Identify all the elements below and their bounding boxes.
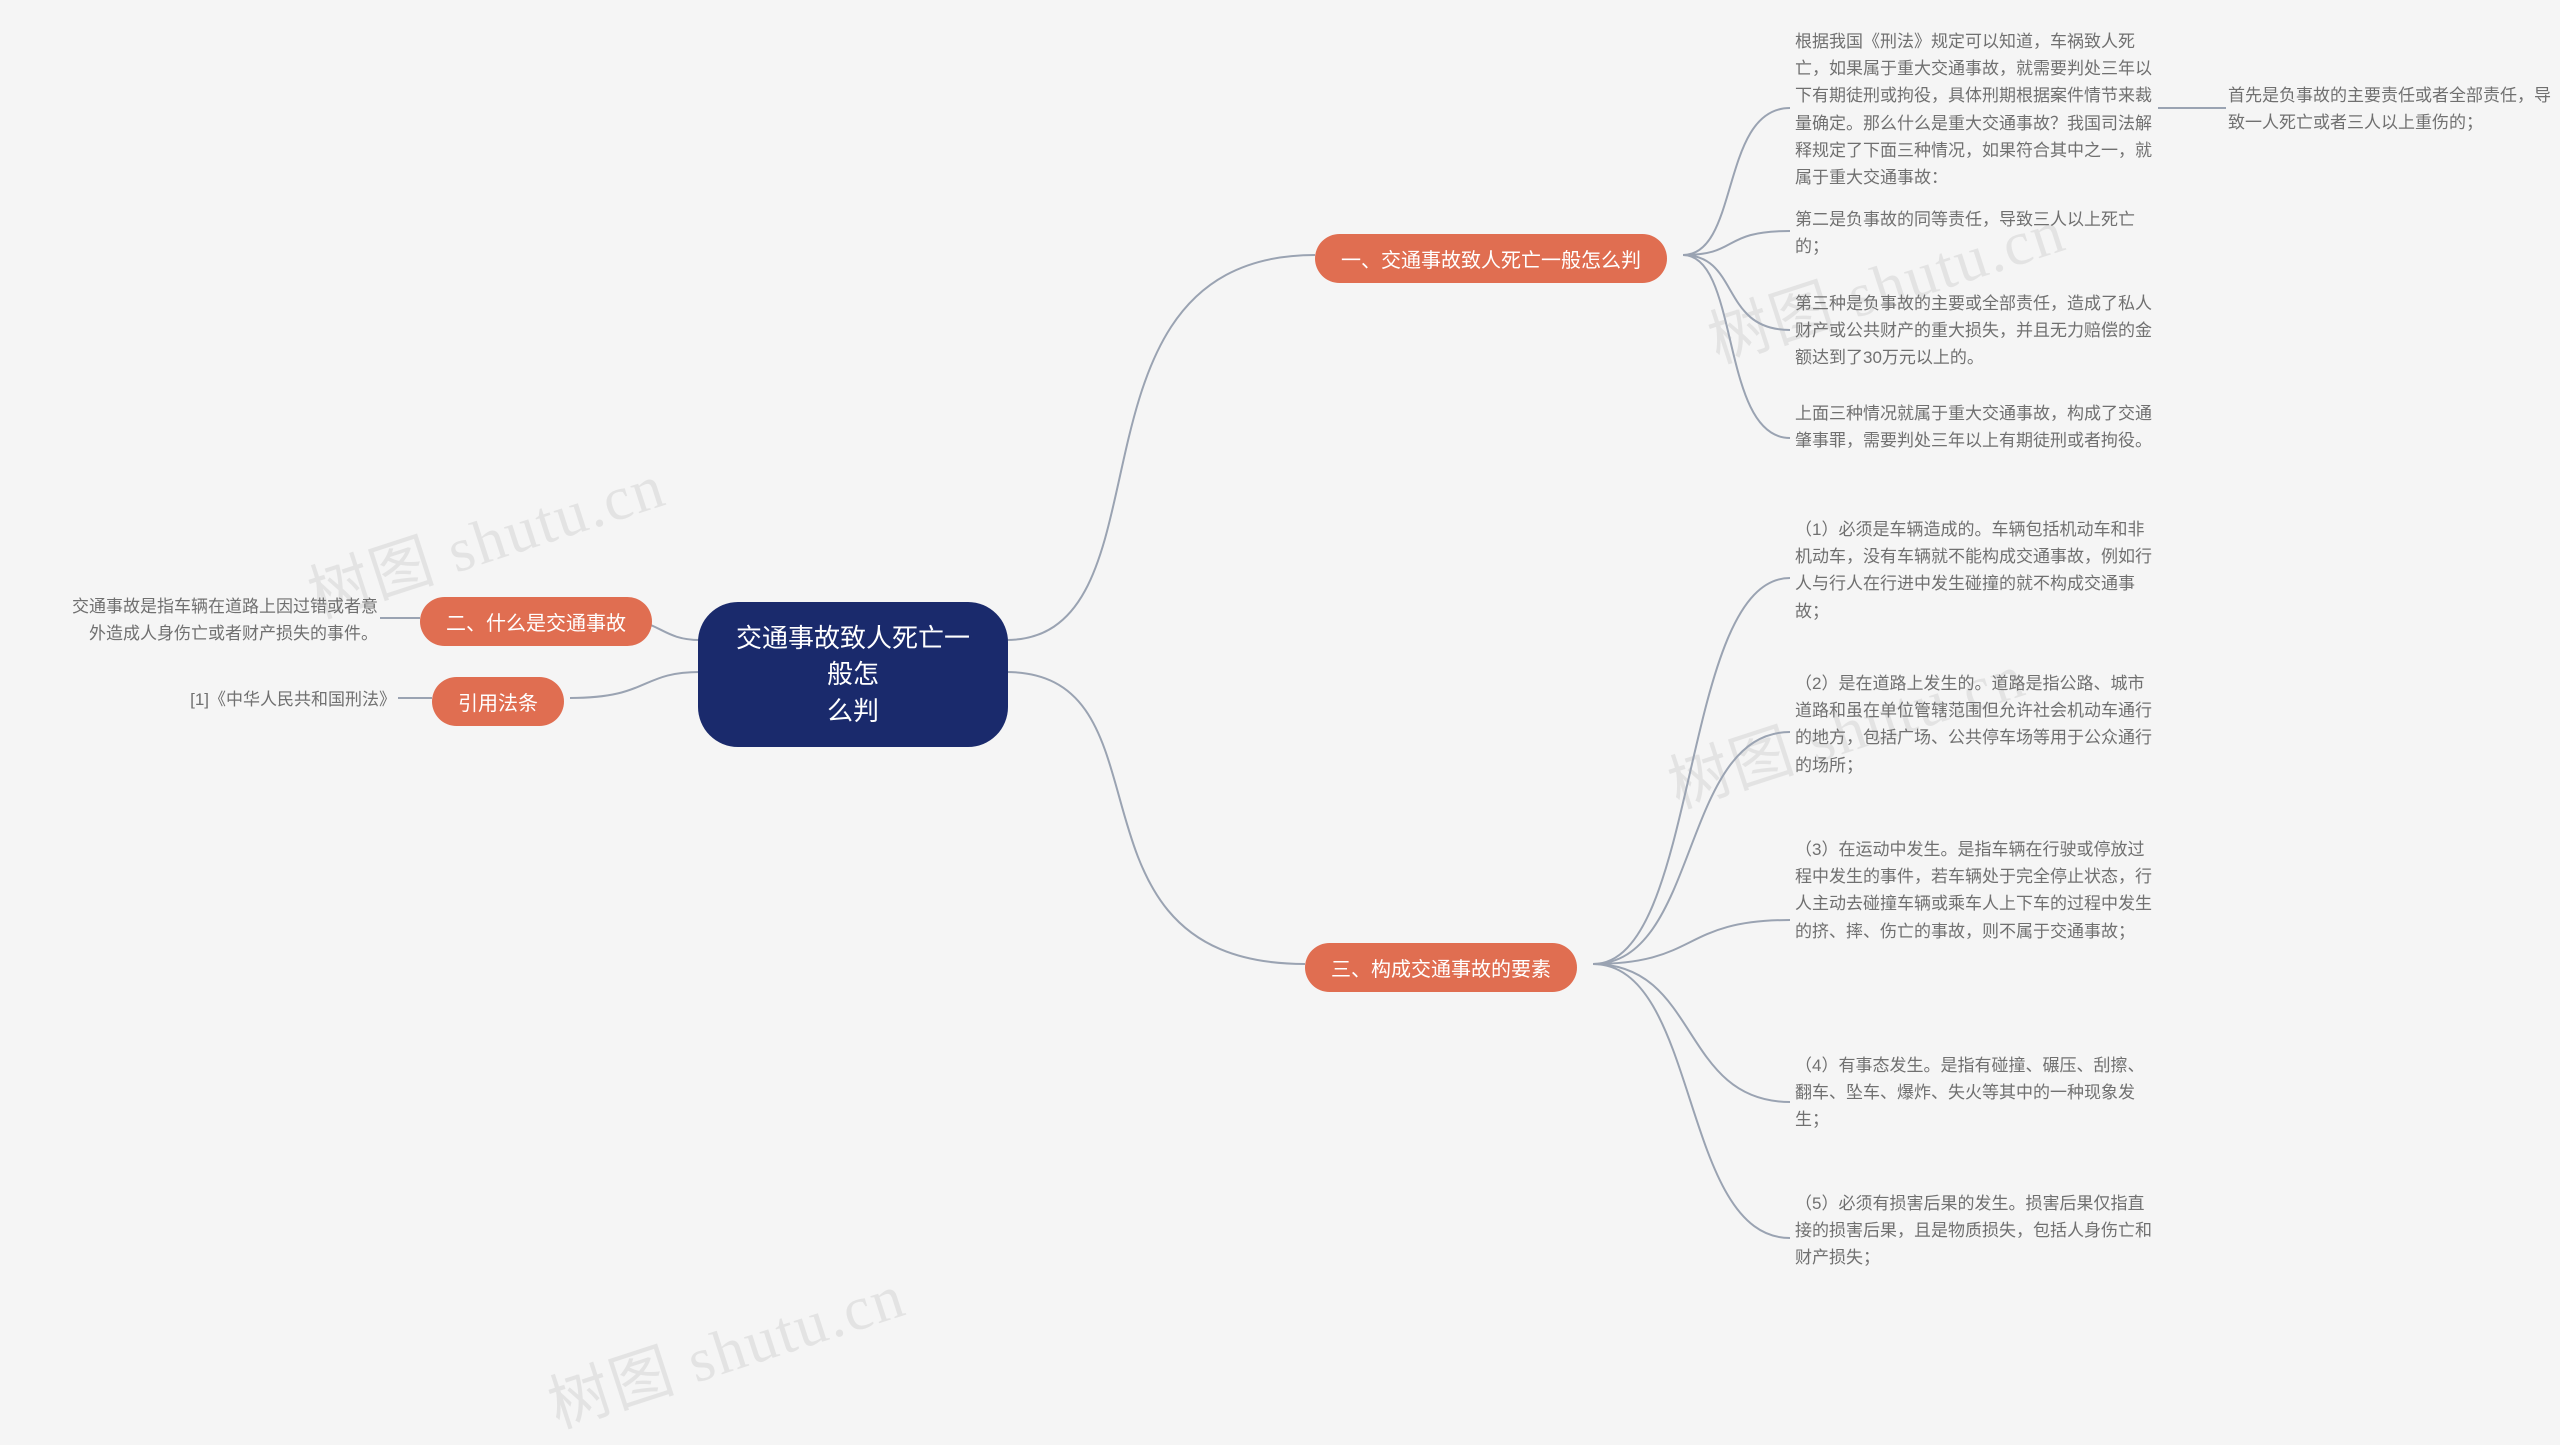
leaf-b3-3: （3）在运动中发生。是指车辆在行驶或停放过程中发生的事件，若车辆处于完全停止状态… xyxy=(1795,836,2153,945)
leaf-b3-2: （2）是在道路上发生的。道路是指公路、城市道路和虽在单位管辖范围但允许社会机动车… xyxy=(1795,670,2153,779)
watermark: 树图 shutu.cn xyxy=(535,1245,915,1445)
branch-3-label: 三、构成交通事故的要素 xyxy=(1331,953,1551,982)
leaf-b2-1: 交通事故是指车辆在道路上因过错或者意外造成人身伤亡或者财产损失的事件。 xyxy=(60,593,378,647)
center-label-line1: 交通事故致人死亡一般怎 xyxy=(736,623,970,689)
leaf-b1-2: 第二是负事故的同等责任，导致三人以上死亡的； xyxy=(1795,206,2153,260)
branch-1-label: 一、交通事故致人死亡一般怎么判 xyxy=(1341,244,1641,273)
center-node[interactable]: 交通事故致人死亡一般怎 么判 xyxy=(698,602,1008,747)
leaf-b1-3: 第三种是负事故的主要或全部责任，造成了私人财产或公共财产的重大损失，并且无力赔偿… xyxy=(1795,290,2153,372)
leaf-b3-1: （1）必须是车辆造成的。车辆包括机动车和非机动车，没有车辆就不能构成交通事故，例… xyxy=(1795,516,2153,625)
branch-4-label: 引用法条 xyxy=(458,687,538,716)
leaf-b3-5: （5）必须有损害后果的发生。损害后果仅指直接的损害后果，且是物质损失，包括人身伤… xyxy=(1795,1190,2153,1272)
leaf-b1-1: 根据我国《刑法》规定可以知道，车祸致人死亡，如果属于重大交通事故，就需要判处三年… xyxy=(1795,28,2153,191)
leaf-b4-1: [1]《中华人民共和国刑法》 xyxy=(182,686,396,713)
branch-3[interactable]: 三、构成交通事故的要素 xyxy=(1305,943,1577,992)
branch-2[interactable]: 二、什么是交通事故 xyxy=(420,597,652,646)
leaf-b3-4: （4）有事态发生。是指有碰撞、碾压、刮擦、翻车、坠车、爆炸、失火等其中的一种现象… xyxy=(1795,1052,2153,1134)
leaf-b1-4: 上面三种情况就属于重大交通事故，构成了交通肇事罪，需要判处三年以上有期徒刑或者拘… xyxy=(1795,400,2153,454)
center-label-line2: 么判 xyxy=(827,696,879,726)
branch-4[interactable]: 引用法条 xyxy=(432,677,564,726)
leaf-b1-1-1: 首先是负事故的主要责任或者全部责任，导致一人死亡或者三人以上重伤的； xyxy=(2228,82,2558,136)
branch-1[interactable]: 一、交通事故致人死亡一般怎么判 xyxy=(1315,234,1667,283)
branch-2-label: 二、什么是交通事故 xyxy=(446,607,626,636)
